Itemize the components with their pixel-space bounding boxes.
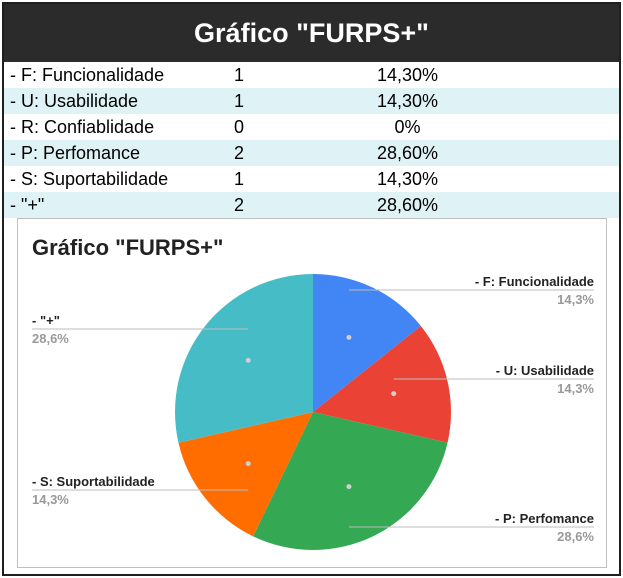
pie-slice: [178, 412, 313, 537]
row-count: 1: [234, 166, 294, 192]
table-row: - S: Suportabilidade 1 14,30%: [4, 166, 619, 192]
pie-slice: [253, 412, 448, 550]
table-row: - U: Usabilidade 1 14,30%: [4, 88, 619, 114]
pie-chart: Gráfico "FURPS+" - F: Funcionalidade 14,3…: [32, 235, 594, 550]
table-row: - F: Funcionalidade 1 14,30%: [4, 62, 619, 88]
slice-label: - "+": [32, 313, 60, 328]
row-label: - P: Perfomance: [4, 140, 234, 166]
table-row: - R: Confiablidade 0 0%: [4, 114, 619, 140]
row-label: - S: Suportabilidade: [4, 166, 234, 192]
row-percent: 14,30%: [294, 88, 619, 114]
slice-label-marker: [245, 461, 251, 467]
furps-table: - F: Funcionalidade 1 14,30% - U: Usabilida…: [4, 62, 619, 218]
row-count: 2: [234, 192, 294, 218]
slice-value-label: 28,6%: [32, 331, 69, 346]
pie-slice: [313, 274, 421, 412]
slice-label: - U: Usabilidade: [496, 363, 594, 378]
page-title: Gráfico "FURPS+": [4, 4, 619, 62]
row-label: - "+": [4, 192, 234, 218]
pie-chart-container: Gráfico "FURPS+" - F: Funcionalidade 14,3…: [17, 218, 607, 568]
row-label: - R: Confiablidade: [4, 114, 234, 140]
slice-label-marker: [346, 484, 352, 490]
row-count: 2: [234, 140, 294, 166]
slice-value-label: 14,3%: [32, 492, 69, 507]
row-percent: 28,60%: [294, 192, 619, 218]
row-count: 0: [234, 114, 294, 140]
slice-label: - F: Funcionalidade: [475, 274, 594, 289]
slice-label: - P: Perfomance: [495, 511, 594, 526]
row-percent: 14,30%: [294, 62, 619, 88]
row-label: - U: Usabilidade: [4, 88, 234, 114]
slice-label-marker: [346, 334, 352, 340]
pie-slice: [175, 274, 313, 443]
slice-value-label: 14,3%: [557, 292, 594, 307]
slice-value-label: 28,6%: [557, 529, 594, 544]
row-percent: 0%: [294, 114, 619, 140]
slice-label-marker: [245, 357, 251, 363]
slice-label: - S: Suportabilidade: [32, 474, 155, 489]
table-row: - P: Perfomance 2 28,60%: [4, 140, 619, 166]
table-row: - "+" 2 28,60%: [4, 192, 619, 218]
chart-title: Gráfico "FURPS+": [32, 235, 223, 260]
row-count: 1: [234, 88, 294, 114]
row-percent: 14,30%: [294, 166, 619, 192]
row-count: 1: [234, 62, 294, 88]
slice-label-marker: [391, 391, 397, 397]
slice-value-label: 14,3%: [557, 381, 594, 396]
row-label: - F: Funcionalidade: [4, 62, 234, 88]
pie-slice: [313, 325, 451, 443]
row-percent: 28,60%: [294, 140, 619, 166]
